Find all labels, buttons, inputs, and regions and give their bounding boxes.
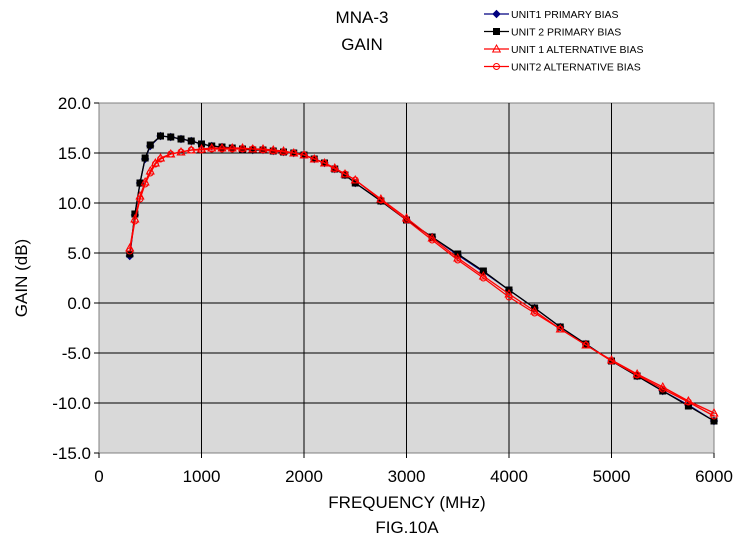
data-point bbox=[659, 385, 667, 393]
data-point bbox=[608, 357, 615, 365]
data-point bbox=[196, 143, 207, 153]
data-point bbox=[126, 247, 134, 255]
data-point bbox=[239, 145, 246, 153]
x-axis-tick-labels: 0 1000 2000 3000 4000 5000 6000 bbox=[94, 467, 733, 486]
legend: UNIT1 PRIMARY BIAS UNIT 2 PRIMARY BIAS UNI… bbox=[484, 9, 643, 74]
y-tick-label: -15.0 bbox=[52, 444, 91, 463]
legend-marker bbox=[493, 63, 500, 70]
legend-marker bbox=[493, 28, 500, 35]
y-tick-label: -10.0 bbox=[52, 394, 91, 413]
series-4 bbox=[126, 145, 718, 420]
data-point bbox=[141, 180, 149, 188]
data-point bbox=[258, 143, 268, 153]
x-tick-label: 2000 bbox=[285, 467, 323, 486]
data-point bbox=[125, 242, 135, 252]
data-point bbox=[198, 146, 205, 154]
data-point bbox=[146, 169, 154, 177]
data-point bbox=[207, 142, 217, 152]
legend-label: UNIT 2 PRIMARY BIAS bbox=[511, 27, 621, 39]
legend-label: UNIT2 ALTERNATIVE BIAS bbox=[511, 62, 641, 74]
data-point bbox=[227, 142, 237, 152]
data-point bbox=[290, 149, 298, 157]
data-point bbox=[249, 145, 257, 153]
data-point bbox=[310, 155, 318, 163]
data-point bbox=[582, 341, 590, 349]
data-point bbox=[278, 145, 289, 155]
data-point bbox=[131, 217, 139, 225]
data-point bbox=[684, 402, 692, 410]
data-point bbox=[136, 195, 144, 203]
data-point bbox=[300, 151, 308, 159]
legend-item: UNIT1 PRIMARY BIAS bbox=[484, 9, 619, 21]
data-point bbox=[351, 176, 359, 184]
data-point bbox=[556, 325, 564, 333]
data-point bbox=[684, 398, 692, 406]
legend-label: UNIT 1 ALTERNATIVE BIAS bbox=[511, 44, 643, 56]
chart-title: MNA-3 bbox=[336, 8, 389, 27]
legend-label: UNIT1 PRIMARY BIAS bbox=[511, 9, 619, 21]
chart-subtitle: GAIN bbox=[341, 35, 383, 54]
data-point bbox=[377, 196, 385, 204]
data-point bbox=[187, 146, 195, 154]
data-point bbox=[479, 274, 487, 282]
data-point bbox=[269, 147, 277, 155]
data-point bbox=[218, 145, 226, 153]
x-axis-label: FREQUENCY (MHz) bbox=[328, 493, 485, 512]
data-point bbox=[321, 159, 328, 167]
data-point bbox=[259, 146, 267, 154]
grid-lines bbox=[94, 102, 715, 458]
data-point bbox=[505, 293, 513, 301]
y-tick-label: 5.0 bbox=[67, 244, 91, 263]
data-point bbox=[341, 170, 349, 178]
legend-marker bbox=[491, 43, 502, 53]
data-point bbox=[710, 412, 718, 420]
data-point bbox=[157, 155, 164, 163]
data-point bbox=[167, 150, 175, 158]
data-point bbox=[136, 179, 144, 187]
series-line bbox=[129, 148, 715, 417]
legend-item: UNIT2 ALTERNATIVE BIAS bbox=[484, 62, 641, 74]
data-point bbox=[454, 256, 462, 264]
y-tick-label: 10.0 bbox=[58, 194, 91, 213]
data-point bbox=[167, 133, 175, 141]
data-point bbox=[710, 417, 718, 425]
data-point bbox=[217, 142, 227, 152]
data-point bbox=[177, 135, 185, 143]
data-point bbox=[187, 137, 195, 145]
data-point bbox=[141, 154, 149, 162]
legend-marker bbox=[492, 9, 501, 19]
data-point bbox=[237, 142, 248, 152]
x-tick-label: 5000 bbox=[593, 467, 631, 486]
x-tick-label: 1000 bbox=[183, 467, 221, 486]
data-point bbox=[403, 216, 410, 224]
data-point bbox=[157, 132, 164, 140]
data-point bbox=[280, 148, 287, 156]
data-point bbox=[228, 145, 236, 153]
figure-caption: FIG.10A bbox=[375, 518, 439, 537]
y-axis-tick-labels: -15.0 -10.0 -5.0 0.0 5.0 10.0 15.0 20.0 bbox=[52, 94, 91, 463]
data-point bbox=[268, 144, 278, 154]
y-tick-label: -5.0 bbox=[62, 344, 91, 363]
data-point bbox=[177, 148, 185, 156]
y-tick-label: 15.0 bbox=[58, 144, 91, 163]
x-tick-label: 4000 bbox=[490, 467, 528, 486]
data-point bbox=[633, 371, 641, 379]
data-point bbox=[151, 160, 159, 168]
data-point bbox=[331, 165, 339, 173]
data-point bbox=[146, 141, 154, 149]
x-tick-label: 3000 bbox=[388, 467, 426, 486]
x-tick-label: 0 bbox=[94, 467, 103, 486]
x-tick-label: 6000 bbox=[695, 467, 733, 486]
data-point bbox=[208, 145, 216, 153]
data-point bbox=[428, 236, 436, 244]
y-axis-label: GAIN (dB) bbox=[12, 239, 31, 317]
data-point bbox=[531, 309, 539, 317]
legend-item: UNIT 1 ALTERNATIVE BIAS bbox=[484, 43, 643, 56]
series-group bbox=[125, 131, 719, 426]
legend-item: UNIT 2 PRIMARY BIAS bbox=[484, 27, 621, 39]
y-tick-label: 0.0 bbox=[67, 294, 91, 313]
y-tick-label: 20.0 bbox=[58, 94, 91, 113]
